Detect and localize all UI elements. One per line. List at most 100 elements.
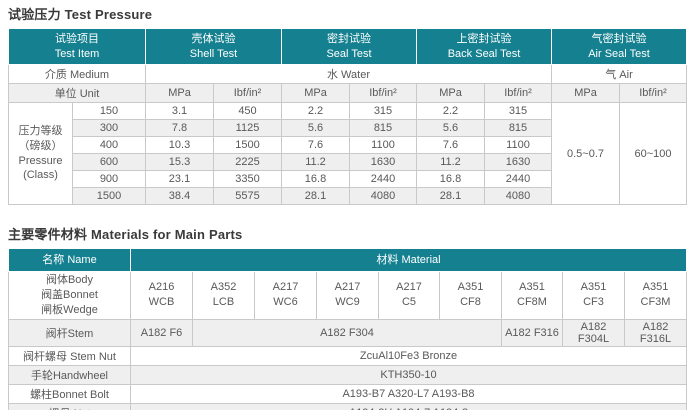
material-cell: KTH350-10: [130, 364, 687, 385]
class-cell: 1500: [72, 187, 146, 205]
test-pressure-title: 试验压力 Test Pressure: [8, 7, 153, 22]
seal-mpa-cell: 11.2: [281, 153, 350, 171]
seal-lbf-cell: 1100: [349, 136, 417, 154]
material-cell: A217 WC9: [316, 271, 379, 320]
stem-row: 阀杆Stem A182 F6 A182 F304 A182 F316 A182 …: [8, 318, 687, 347]
pressure-row-150: 压力等级 （磅级） Pressure (Class) 150 3.1 450 2…: [8, 102, 687, 205]
seal-lbf-cell: 815: [349, 119, 417, 137]
pressure-row-300: 300 7.8 1125 5.6 815 5.6 815: [9, 119, 687, 137]
material-cell: A216 WCB: [130, 271, 193, 320]
materials-table: 名称 Name 材料 Material 阀体Body 阀盖Bonnet 闸板We…: [8, 248, 687, 410]
materials-title: 主要零件材料 Materials for Main Parts: [8, 227, 243, 242]
back-lbf-cell: 2440: [484, 170, 552, 188]
back-lbf-cell: 315: [484, 102, 552, 120]
class-cell: 400: [72, 136, 146, 154]
test-pressure-table: 试验项目 Test Item 壳体试验 Shell Test 密封试验 Seal…: [8, 28, 687, 205]
medium-water-value: 水 Water: [145, 64, 552, 84]
unit-lbf: Ibf/in²: [349, 83, 417, 103]
unit-mpa: MPa: [281, 83, 350, 103]
material-cell: A217 WC6: [254, 271, 317, 320]
material-cell: A182 F316: [501, 318, 563, 347]
shell-mpa-cell: 7.8: [145, 119, 214, 137]
stem-nut-row: 阀杆螺母 Stem Nut ZcuAl10Fe3 Bronze: [8, 345, 687, 366]
pressure-row-1500: 1500 38.4 5575 28.1 4080 28.1 4080: [9, 187, 687, 205]
part-name-cell: 螺柱Bonnet Bolt: [8, 383, 131, 404]
part-name-cell: 手轮Handwheel: [8, 364, 131, 385]
seal-mpa-cell: 28.1: [281, 187, 350, 205]
back-mpa-cell: 7.6: [416, 136, 485, 154]
shell-lbf-cell: 3350: [213, 170, 282, 188]
material-cell: A182 F304: [192, 318, 502, 347]
seal-mpa-cell: 7.6: [281, 136, 350, 154]
material-header: 材料 Material: [130, 248, 687, 272]
air-seal-test-header: 气密封试验 Air Seal Test: [551, 28, 687, 65]
unit-lbf: Ibf/in²: [619, 83, 687, 103]
seal-mpa-cell: 16.8: [281, 170, 350, 188]
material-cell: A351 CF8: [439, 271, 502, 320]
back-mpa-cell: 2.2: [416, 102, 485, 120]
pressure-class-label: 压力等级 （磅级） Pressure (Class): [8, 102, 73, 205]
part-name-cell: 阀杆Stem: [8, 318, 131, 347]
part-name-cell: 阀杆螺母 Stem Nut: [8, 345, 131, 366]
back-lbf-cell: 4080: [484, 187, 552, 205]
unit-lbf: Ibf/in²: [484, 83, 552, 103]
material-cell: A351 CF3M: [624, 271, 687, 320]
class-cell: 600: [72, 153, 146, 171]
shell-lbf-cell: 5575: [213, 187, 282, 205]
material-cell: A194-2H A194-7 A194-8: [130, 402, 687, 410]
material-cell: A193-B7 A320-L7 A193-B8: [130, 383, 687, 404]
body-bonnet-wedge-row: 阀体Body 阀盖Bonnet 闸板Wedge A216 WCB A352 LC…: [8, 271, 687, 320]
test-item-header: 试验项目 Test Item: [8, 28, 146, 65]
shell-lbf-cell: 2225: [213, 153, 282, 171]
shell-mpa-cell: 10.3: [145, 136, 214, 154]
medium-air-value: 气 Air: [551, 64, 687, 84]
seal-lbf-cell: 315: [349, 102, 417, 120]
class-cell: 300: [72, 119, 146, 137]
material-cell: A351 CF3: [562, 271, 625, 320]
back-mpa-cell: 5.6: [416, 119, 485, 137]
back-lbf-cell: 1630: [484, 153, 552, 171]
shell-test-header: 壳体试验 Shell Test: [145, 28, 282, 65]
medium-label: 介质 Medium: [8, 64, 146, 84]
shell-lbf-cell: 450: [213, 102, 282, 120]
test-pressure-header-row: 试验项目 Test Item 壳体试验 Shell Test 密封试验 Seal…: [8, 28, 687, 65]
seal-test-header: 密封试验 Seal Test: [281, 28, 417, 65]
bonnet-bolt-row: 螺柱Bonnet Bolt A193-B7 A320-L7 A193-B8: [8, 383, 687, 404]
material-cell: A182 F304L: [562, 318, 625, 347]
back-lbf-cell: 1100: [484, 136, 552, 154]
seal-lbf-cell: 4080: [349, 187, 417, 205]
material-cell: A182 F316L: [624, 318, 687, 347]
class-cell: 900: [72, 170, 146, 188]
class-cell: 150: [72, 102, 146, 120]
name-header: 名称 Name: [8, 248, 131, 272]
seal-lbf-cell: 2440: [349, 170, 417, 188]
air-mpa-cell: 0.5~0.7: [551, 102, 620, 205]
handwheel-row: 手轮Handwheel KTH350-10: [8, 364, 687, 385]
shell-lbf-cell: 1500: [213, 136, 282, 154]
back-lbf-cell: 815: [484, 119, 552, 137]
seal-mpa-cell: 5.6: [281, 119, 350, 137]
shell-mpa-cell: 23.1: [145, 170, 214, 188]
seal-lbf-cell: 1630: [349, 153, 417, 171]
back-mpa-cell: 16.8: [416, 170, 485, 188]
shell-mpa-cell: 15.3: [145, 153, 214, 171]
unit-mpa: MPa: [416, 83, 485, 103]
shell-mpa-cell: 3.1: [145, 102, 214, 120]
unit-mpa: MPa: [551, 83, 620, 103]
material-cell: A352 LCB: [192, 271, 255, 320]
part-name-cell: 螺母 Nut: [8, 402, 131, 410]
pressure-row-600: 600 15.3 2225 11.2 1630 11.2 1630: [9, 153, 687, 171]
unit-label: 单位 Unit: [8, 83, 146, 103]
shell-lbf-cell: 1125: [213, 119, 282, 137]
back-mpa-cell: 28.1: [416, 187, 485, 205]
back-seal-test-header: 上密封试验 Back Seal Test: [416, 28, 552, 65]
material-cell: A182 F6: [130, 318, 193, 347]
unit-mpa: MPa: [145, 83, 214, 103]
material-cell: A217 C5: [378, 271, 440, 320]
seal-mpa-cell: 2.2: [281, 102, 350, 120]
air-lbf-cell: 60~100: [619, 102, 687, 205]
back-mpa-cell: 11.2: [416, 153, 485, 171]
part-name-cell: 阀体Body 阀盖Bonnet 闸板Wedge: [8, 271, 131, 320]
pressure-row-900: 900 23.1 3350 16.8 2440 16.8 2440: [9, 170, 687, 188]
